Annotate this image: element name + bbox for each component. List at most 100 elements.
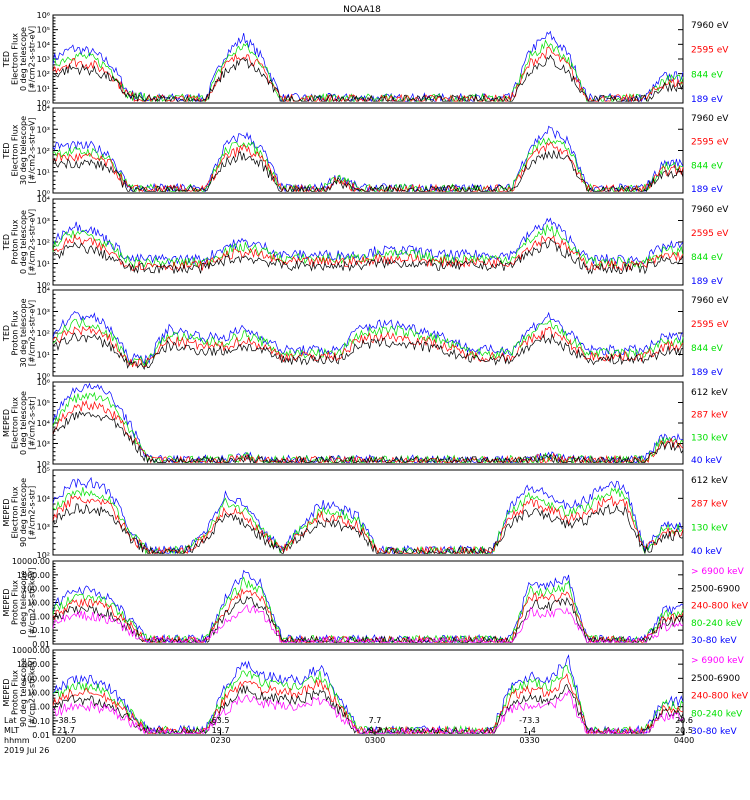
y-axis-label: [#/cm2-s-str-keV] [28, 657, 37, 728]
y-axis-label: 30 deg telescope [19, 116, 28, 185]
y-axis-label: [#/cm2-s-str-eV] [28, 300, 37, 366]
x-tick-label: -38.5 [56, 716, 77, 725]
legend-entry: 240-800 keV [691, 692, 749, 702]
y-axis-label: Electron Flux [11, 124, 20, 176]
x-tick-label: 21.7 [57, 726, 75, 735]
y-tick-label: 10² [37, 147, 50, 156]
y-axis-label: 30 deg telescope [19, 298, 28, 367]
series-black [52, 595, 684, 644]
x-tick-label: 0400 [674, 736, 694, 745]
y-tick-label: 10⁰ [37, 281, 50, 290]
chart-title: NOAA18 [343, 5, 381, 15]
y-axis-label: Electron Flux [11, 397, 20, 449]
series-red [52, 46, 684, 103]
series-black [52, 683, 684, 735]
y-tick-label: 10² [37, 238, 50, 247]
y-axis-label: MEPED [2, 589, 11, 617]
y-tick-label: 100.00 [22, 674, 50, 683]
legend-entry: 80-240 keV [691, 619, 743, 629]
y-tick-label: 10000.00 [12, 557, 50, 566]
y-axis-label: 0 deg telescope [19, 210, 28, 274]
y-axis-label: MEPED [2, 499, 11, 527]
legend-entry: 844 eV [691, 344, 724, 354]
y-tick-label: 10³ [37, 308, 50, 317]
x-tick-label: 1.4 [523, 726, 536, 735]
legend-entry: 7960 eV [691, 21, 729, 31]
y-tick-label: 10¹ [37, 351, 50, 360]
y-tick-label: 10¹ [37, 260, 50, 269]
panel-4: 10⁰ 10¹ 10² 10³ 10⁴ TED Proton Flux 30 deg tele… [2, 286, 729, 381]
y-axis-label: MEPED [2, 679, 11, 707]
y-tick-label: 10¹ [37, 168, 50, 177]
y-tick-label: 10³ [37, 440, 50, 449]
series-red [52, 141, 684, 193]
legend-entry: 130 keV [691, 523, 728, 533]
y-tick-label: 10⁴ [37, 494, 50, 503]
y-axis-label: Proton Flux [11, 219, 20, 264]
x-tick-label: 63.5 [212, 716, 230, 725]
series-blue [52, 382, 684, 464]
y-tick-label: 10⁵ [37, 466, 50, 475]
y-tick-label: 10² [37, 551, 50, 560]
panel-7: 0.01 0.10 1.00 10.00 100.00 1000.00 10000.00 ME… [2, 557, 749, 649]
legend-entry: 287 keV [691, 500, 728, 510]
y-tick-label: 10⁶ [37, 11, 50, 20]
panel-1: 10⁰ 10¹ 10² 10³ 10⁴ 10⁵ 10⁶ TED Electron Flux 0 d… [2, 11, 729, 108]
legend-entry: 844 eV [691, 253, 724, 263]
x-tick-label: 19.7 [212, 726, 230, 735]
y-axis-label: TED [2, 325, 11, 342]
y-axis-label: TED [2, 234, 11, 251]
panel-frame [52, 381, 684, 465]
series-magenta [52, 604, 684, 644]
legend-entry: 7960 eV [691, 296, 729, 306]
series-blue [52, 125, 684, 193]
y-tick-label: 10⁴ [37, 419, 50, 428]
y-tick-label: 10¹ [37, 84, 50, 93]
series-green [52, 487, 684, 555]
series-red [52, 233, 684, 272]
series-blue [52, 569, 684, 644]
panel-2: 10⁰ 10¹ 10² 10³ 10⁴ TED Electron Flux 30 deg te… [2, 104, 729, 198]
y-tick-label: 10⁴ [37, 286, 50, 295]
x-tick-label: 0230 [210, 736, 230, 745]
y-axis-label: [#/cm2-s-str-eV] [28, 209, 37, 275]
y-axis-label: [#/cm2-s-str] [28, 486, 37, 539]
y-tick-label: 0.01 [32, 640, 50, 649]
legend-entry: 287 keV [691, 411, 728, 421]
y-tick-label: 1000.00 [17, 571, 50, 580]
x-tick-label: 0200 [56, 736, 76, 745]
y-axis-label: 0 deg telescope [19, 570, 28, 634]
x-row-label: hhmm [4, 736, 30, 745]
y-tick-label: 1000.00 [17, 660, 50, 669]
panel-5: 10² 10³ 10⁴ 10⁵ 10⁶ MEPED Electron Flux 0 deg t… [2, 378, 728, 469]
series-red [52, 495, 684, 555]
y-tick-label: 10⁰ [37, 99, 50, 108]
panel-6: 10² 10³ 10⁴ 10⁵ MEPED Electron Flux 90 deg tel… [2, 466, 728, 560]
y-tick-label: 10³ [37, 125, 50, 134]
y-tick-label: 10⁴ [37, 195, 50, 204]
y-axis-label: Proton Flux [11, 580, 20, 625]
legend-entry: 612 keV [691, 388, 728, 398]
legend-entry: > 6900 keV [691, 567, 745, 577]
legend-entry: 189 eV [691, 368, 724, 378]
y-tick-label: 10⁰ [37, 189, 50, 198]
legend-entry: 2500-6900 [691, 674, 740, 684]
y-axis-label: Electron Flux [11, 486, 20, 538]
y-tick-label: 10³ [37, 217, 50, 226]
y-tick-label: 10³ [37, 523, 50, 532]
x-tick-label: -73.3 [519, 716, 540, 725]
legend-entry: 130 keV [691, 433, 728, 443]
series-black [52, 503, 684, 555]
legend-entry: 40 keV [691, 547, 723, 557]
y-tick-label: 1.00 [32, 612, 50, 621]
x-tick-label: 9.7 [369, 726, 382, 735]
x-tick-label: 0300 [365, 736, 385, 745]
y-tick-label: 100.00 [22, 585, 50, 594]
y-axis-label: Electron Flux [11, 33, 20, 85]
y-tick-label: 10⁶ [37, 378, 50, 387]
legend-entry: 189 eV [691, 95, 724, 105]
legend-entry: 2500-6900 [691, 584, 740, 594]
series-blue [52, 30, 684, 103]
legend-entry: 2595 eV [691, 138, 729, 148]
